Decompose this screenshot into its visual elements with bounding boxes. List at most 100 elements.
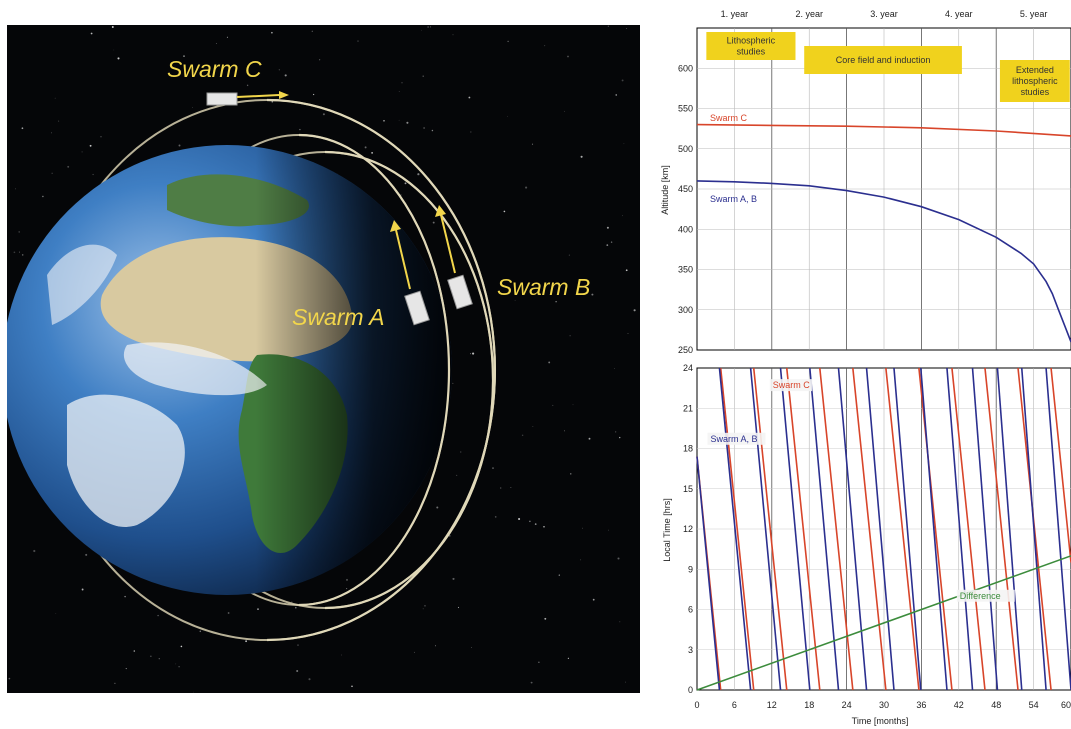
- star: [364, 146, 367, 149]
- altitude-y-label: Altitude [km]: [660, 165, 670, 215]
- star: [51, 132, 52, 134]
- x-tick-label: 36: [916, 700, 926, 710]
- star: [567, 657, 570, 659]
- star: [308, 678, 311, 681]
- star: [432, 221, 435, 224]
- local-time-segment: [837, 367, 868, 691]
- star: [175, 663, 177, 665]
- local-time-series-labels: Swarm C Swarm A, B Difference: [707, 379, 1015, 602]
- earth: [7, 145, 452, 595]
- x-tick-label: 18: [804, 700, 814, 710]
- altitude-chart: 1. year 2. year 3. year 4. year 5. year Lith…: [660, 9, 1071, 355]
- star: [311, 30, 313, 32]
- y-tick-label: 300: [678, 305, 693, 315]
- star: [621, 79, 624, 82]
- local-time-y-label: Local Time [hrs]: [662, 498, 672, 562]
- y-tick-label: 400: [678, 224, 693, 234]
- star: [125, 668, 127, 670]
- star: [607, 25, 609, 27]
- star: [296, 669, 299, 673]
- satellite-swarm-b: [435, 205, 473, 310]
- star: [567, 55, 569, 58]
- y-tick-label: 350: [678, 265, 693, 275]
- star: [346, 588, 348, 590]
- star: [58, 120, 60, 122]
- label-swarm-c: Swarm C: [167, 56, 262, 82]
- star: [404, 182, 407, 185]
- star: [572, 404, 574, 406]
- star: [570, 473, 572, 475]
- star: [588, 437, 591, 440]
- local-time-segment: [749, 367, 782, 691]
- local-time-segment: [996, 367, 1023, 691]
- star: [193, 691, 194, 693]
- star: [470, 353, 472, 355]
- star: [297, 644, 299, 646]
- star: [340, 654, 342, 656]
- y-tick-label: 450: [678, 184, 693, 194]
- star: [532, 425, 534, 427]
- star: [452, 577, 455, 580]
- star: [569, 335, 571, 337]
- phase-label: studies: [1021, 87, 1050, 97]
- star: [180, 645, 183, 648]
- star: [619, 621, 621, 623]
- star: [257, 608, 259, 610]
- x-tick-label: 6: [732, 700, 737, 710]
- star: [199, 630, 202, 633]
- star: [430, 26, 432, 28]
- series-label: Difference: [960, 591, 1001, 601]
- series-label: Swarm A, B: [710, 434, 757, 444]
- star: [322, 113, 325, 116]
- year-label: 1. year: [721, 9, 749, 19]
- star: [472, 352, 475, 355]
- y-tick-label: 9: [688, 564, 693, 574]
- star: [81, 588, 84, 591]
- local-time-y-ticks: 0 3 6 9 12 15 18 21 24: [683, 363, 693, 695]
- series-label-bg: [956, 589, 1015, 602]
- star: [383, 119, 385, 122]
- star: [226, 36, 228, 38]
- star: [246, 84, 249, 87]
- star: [471, 647, 472, 648]
- star: [67, 165, 70, 168]
- star: [299, 128, 301, 131]
- local-time-series: [696, 367, 1071, 691]
- star: [555, 301, 557, 303]
- y-tick-label: 3: [688, 645, 693, 655]
- star: [271, 31, 273, 34]
- star: [15, 188, 16, 190]
- star: [178, 666, 180, 668]
- star: [192, 107, 193, 108]
- star: [518, 517, 521, 521]
- mission-phase: Core field and induction: [804, 46, 962, 74]
- local-time-segment: [809, 367, 840, 691]
- star: [51, 172, 53, 174]
- year-label: 5. year: [1020, 9, 1048, 19]
- star: [610, 241, 613, 243]
- star: [371, 152, 373, 154]
- swarm-charts: 1. year 2. year 3. year 4. year 5. year Lith…: [660, 9, 1071, 726]
- phase-box: [999, 60, 1070, 102]
- star: [114, 682, 116, 685]
- local-time-x-ticks: 0 6 12 18 24 30 36 42 48 54 60: [694, 700, 1071, 710]
- x-tick-label: 24: [842, 700, 852, 710]
- y-tick-label: 500: [678, 144, 693, 154]
- star: [420, 29, 422, 31]
- altitude-line: [696, 123, 1071, 137]
- star: [398, 91, 400, 92]
- star: [580, 559, 582, 561]
- star: [351, 685, 353, 688]
- x-tick-label: 60: [1061, 700, 1071, 710]
- star: [506, 115, 508, 117]
- star: [398, 119, 400, 121]
- series-label-bg: [769, 379, 813, 392]
- local-time-segment: [919, 367, 948, 691]
- satellite-swarm-a: [390, 220, 430, 326]
- star: [178, 144, 181, 147]
- star: [503, 210, 506, 213]
- local-time-series-group: [696, 555, 1071, 691]
- local-time-segment: [718, 367, 752, 691]
- star: [530, 681, 533, 684]
- series-label-bg: [707, 432, 766, 445]
